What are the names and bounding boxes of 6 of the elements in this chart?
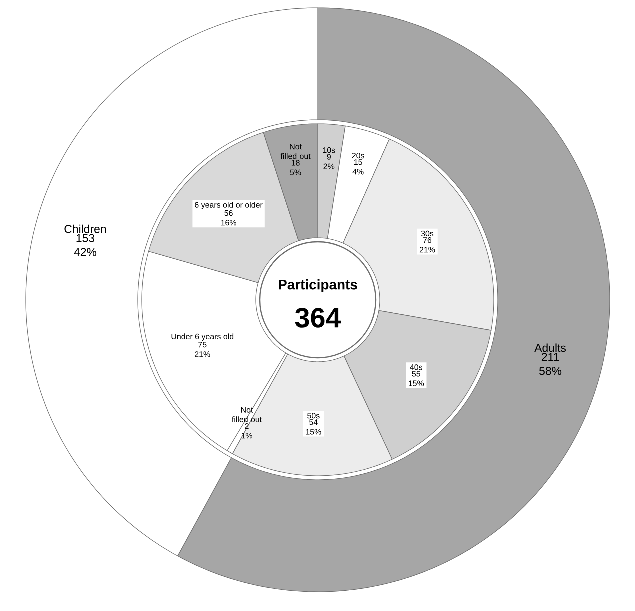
text: Participants: [279, 279, 358, 292]
text: 364: [295, 308, 342, 328]
slice-label: Children: [64, 224, 106, 234]
data-label: 153 42%: [74, 234, 97, 256]
slice-label: Adults: [534, 344, 566, 352]
data-label: 211 58%: [540, 353, 562, 376]
